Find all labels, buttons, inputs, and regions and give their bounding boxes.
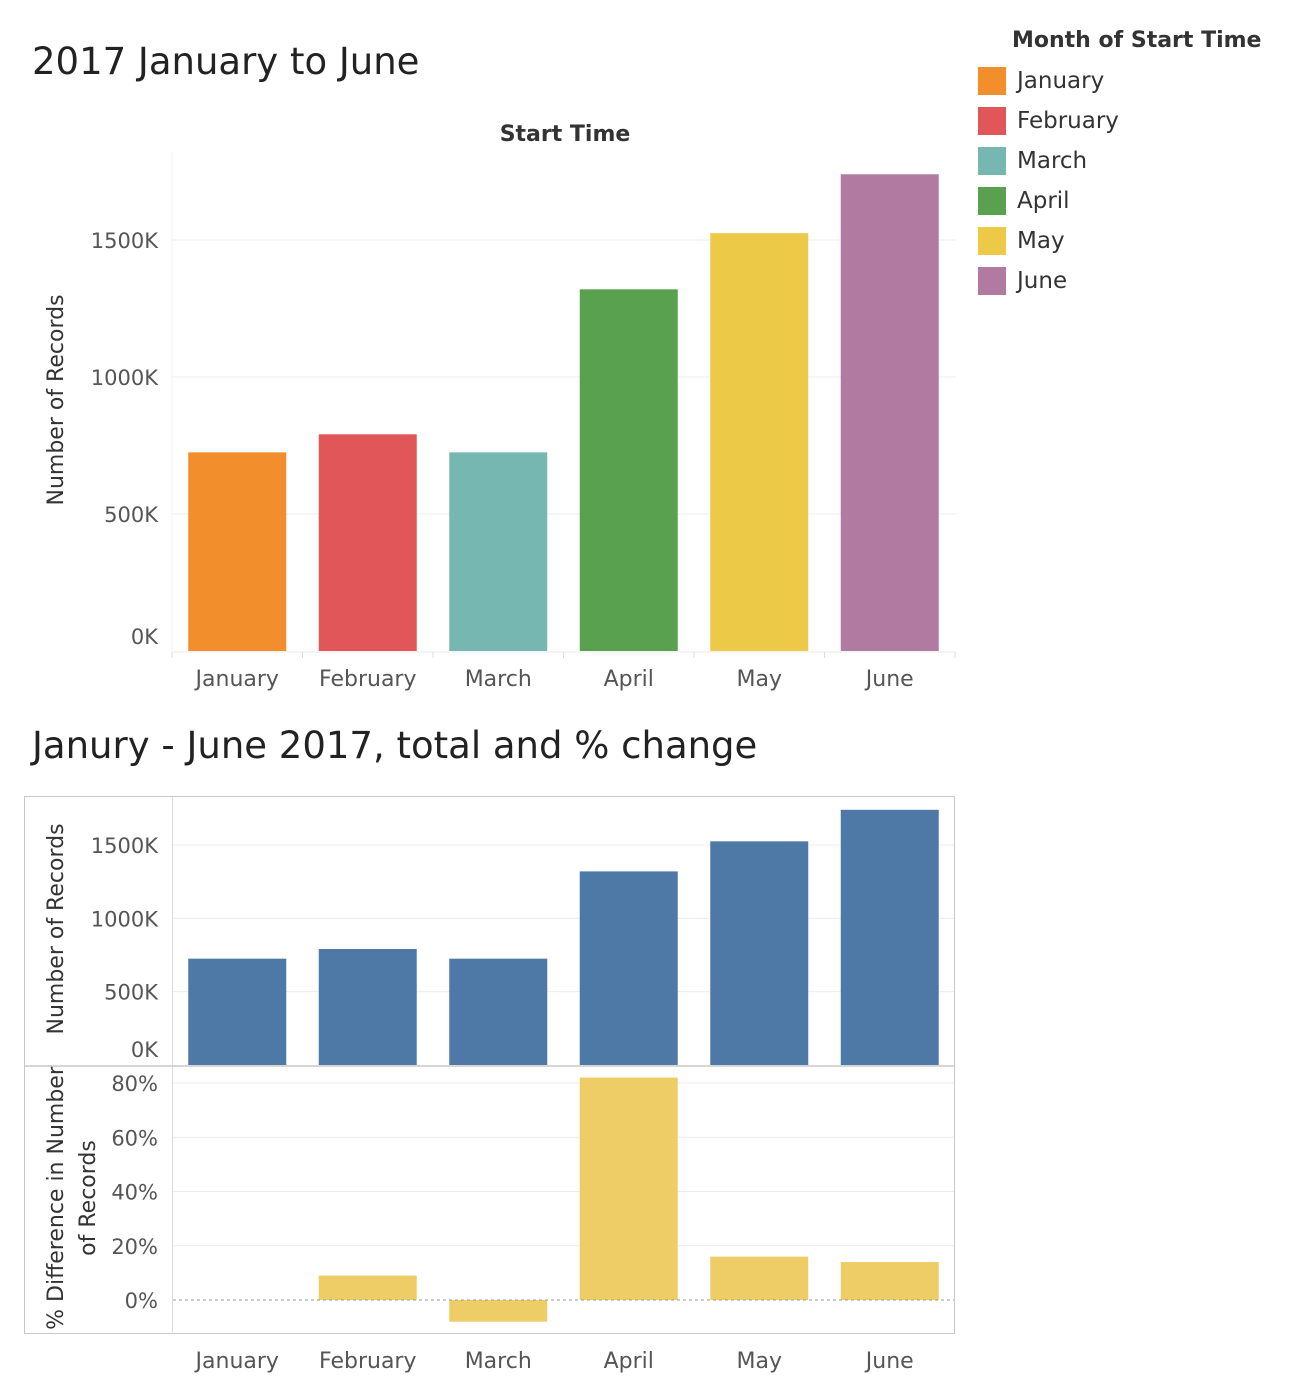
top-chart-x-tick-label: February xyxy=(319,667,417,692)
legend-item-january[interactable]: January xyxy=(978,61,1278,101)
pct-panel-y-axis-label-line2: of Records xyxy=(76,1140,101,1256)
legend-swatch xyxy=(978,227,1006,255)
legend-label: March xyxy=(1017,148,1088,174)
top-chart-y-axis-label: Number of Records xyxy=(44,294,69,505)
chart-marks-layer: 0K 500K 1000K 1500K January February March Apri… xyxy=(24,152,956,1374)
bottom-chart-x-tick-label: June xyxy=(864,1349,914,1374)
legend-item-april[interactable]: April xyxy=(978,181,1278,221)
pct-panel-y-tick-label: 20% xyxy=(111,1235,158,1259)
top-chart-y-tick-label: 1000K xyxy=(91,366,159,390)
count-panel-y-tick-label: 1500K xyxy=(91,834,159,858)
legend-label: February xyxy=(1017,108,1119,134)
pct-panel-bar-february xyxy=(318,1275,417,1300)
bottom-chart-frame xyxy=(24,796,955,1334)
top-chart-bar-may xyxy=(710,233,809,651)
top-chart-x-tick-label: March xyxy=(465,667,532,692)
pct-panel-bar-may xyxy=(710,1256,809,1300)
legend-swatch xyxy=(978,267,1006,295)
legend-label: April xyxy=(1017,188,1070,214)
count-panel-bar-april xyxy=(579,871,678,1065)
top-chart-y-tick-label: 500K xyxy=(104,503,159,527)
legend-swatch xyxy=(978,187,1006,215)
top-chart-bar-june xyxy=(840,174,939,652)
legend-swatch xyxy=(978,67,1006,95)
pct-panel-y-axis-label-line1: % Difference in Number xyxy=(44,1065,69,1330)
count-panel-bar-june xyxy=(840,809,939,1065)
chart-title-top: 2017 January to June xyxy=(32,40,420,83)
bottom-chart-x-tick-label: February xyxy=(319,1349,417,1374)
legend-swatch xyxy=(978,107,1006,135)
chart-title-bottom: Janury - June 2017, total and % change xyxy=(32,724,758,767)
count-panel-y-tick-label: 0K xyxy=(131,1038,159,1062)
top-chart-x-tick-label: June xyxy=(864,667,914,692)
top-chart-bar-march xyxy=(449,452,548,651)
count-panel-y-axis-label: Number of Records xyxy=(44,823,69,1034)
count-panel-bar-january xyxy=(188,958,287,1065)
legend: Month of Start Time January February Mar… xyxy=(978,28,1278,301)
top-chart-x-tick-label: January xyxy=(194,667,279,692)
count-panel-bar-february xyxy=(318,948,417,1065)
pct-panel-bar-march xyxy=(449,1300,548,1322)
pct-panel-y-tick-label: 0% xyxy=(125,1289,158,1313)
legend-item-june[interactable]: June xyxy=(978,261,1278,301)
top-chart-x-tick-label: April xyxy=(604,667,654,692)
legend-swatch xyxy=(978,147,1006,175)
bottom-chart-x-tick-label: March xyxy=(465,1349,532,1374)
pct-panel-bar-june xyxy=(840,1262,939,1300)
top-chart-x-tick-label: May xyxy=(737,667,782,692)
top-chart-y-tick-label: 1500K xyxy=(91,229,159,253)
top-chart-subtitle: Start Time xyxy=(500,122,631,147)
count-panel-bar-may xyxy=(710,841,809,1065)
legend-label: June xyxy=(1017,268,1068,294)
pct-panel-y-tick-label: 40% xyxy=(111,1181,158,1205)
top-chart-bar-january xyxy=(188,452,287,651)
count-panel-y-tick-label: 1000K xyxy=(91,907,159,931)
pct-panel-bar-april xyxy=(579,1077,678,1300)
count-panel-bar-march xyxy=(449,958,548,1065)
top-chart-bar-april xyxy=(579,289,678,651)
legend-item-february[interactable]: February xyxy=(978,101,1278,141)
top-chart-y-tick-label: 0K xyxy=(131,625,159,649)
legend-title: Month of Start Time xyxy=(1012,28,1262,53)
legend-item-may[interactable]: May xyxy=(978,221,1278,261)
bottom-chart-x-tick-label: April xyxy=(604,1349,654,1374)
bottom-chart-x-tick-label: January xyxy=(194,1349,279,1374)
bottom-chart-x-tick-label: May xyxy=(737,1349,782,1374)
legend-label: May xyxy=(1017,228,1065,254)
pct-panel-y-tick-label: 60% xyxy=(111,1126,158,1150)
top-chart-bar-february xyxy=(318,434,417,651)
count-panel-y-tick-label: 500K xyxy=(104,981,159,1005)
legend-label: January xyxy=(1017,68,1105,94)
pct-panel-y-tick-label: 80% xyxy=(111,1072,158,1096)
legend-item-march[interactable]: March xyxy=(978,141,1278,181)
